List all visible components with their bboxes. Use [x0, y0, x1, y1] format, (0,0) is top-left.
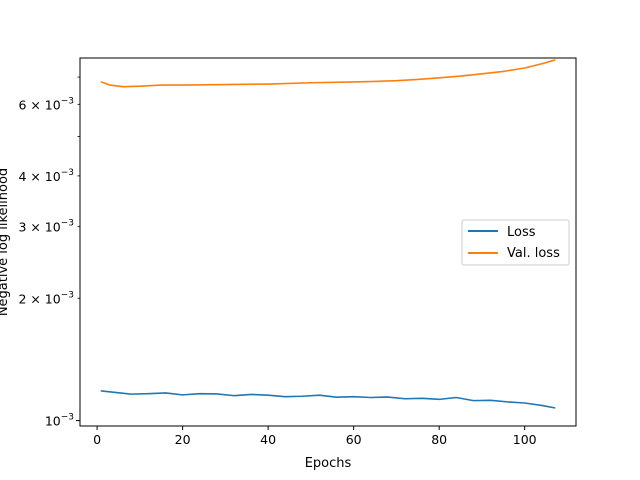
series-line-loss [100, 390, 556, 409]
x-tick-label: 100 [513, 432, 537, 447]
plot-frame [79, 57, 577, 427]
y-tick-label: 4 × 10−3 [18, 168, 74, 184]
y-tick-label: 2 × 10−3 [18, 290, 74, 306]
x-tick-label: 0 [93, 432, 101, 447]
series-layer [100, 59, 556, 409]
y-axis-label: Negative log likelihood [0, 168, 11, 316]
legend-label-loss: Loss [507, 225, 536, 240]
y-tick-label: 3 × 10−3 [18, 219, 74, 235]
x-axis: 0 20 40 60 80 100 [93, 426, 537, 447]
x-tick-label: 40 [260, 432, 276, 447]
x-tick-label: 60 [346, 432, 362, 447]
x-tick-label: 20 [175, 432, 191, 447]
y-tick-label: 10−3 [45, 413, 74, 429]
y-axis: 10−3 2 × 10−3 3 × 10−3 4 × 10−3 6 × 10−3 [18, 76, 80, 429]
y-tick-label: 6 × 10−3 [18, 96, 74, 112]
legend: Loss Val. loss [461, 219, 570, 266]
x-axis-label: Epochs [305, 456, 352, 471]
x-tick-label: 80 [431, 432, 447, 447]
series-line-val-loss [100, 59, 556, 88]
legend-label-val-loss: Val. loss [507, 246, 560, 261]
